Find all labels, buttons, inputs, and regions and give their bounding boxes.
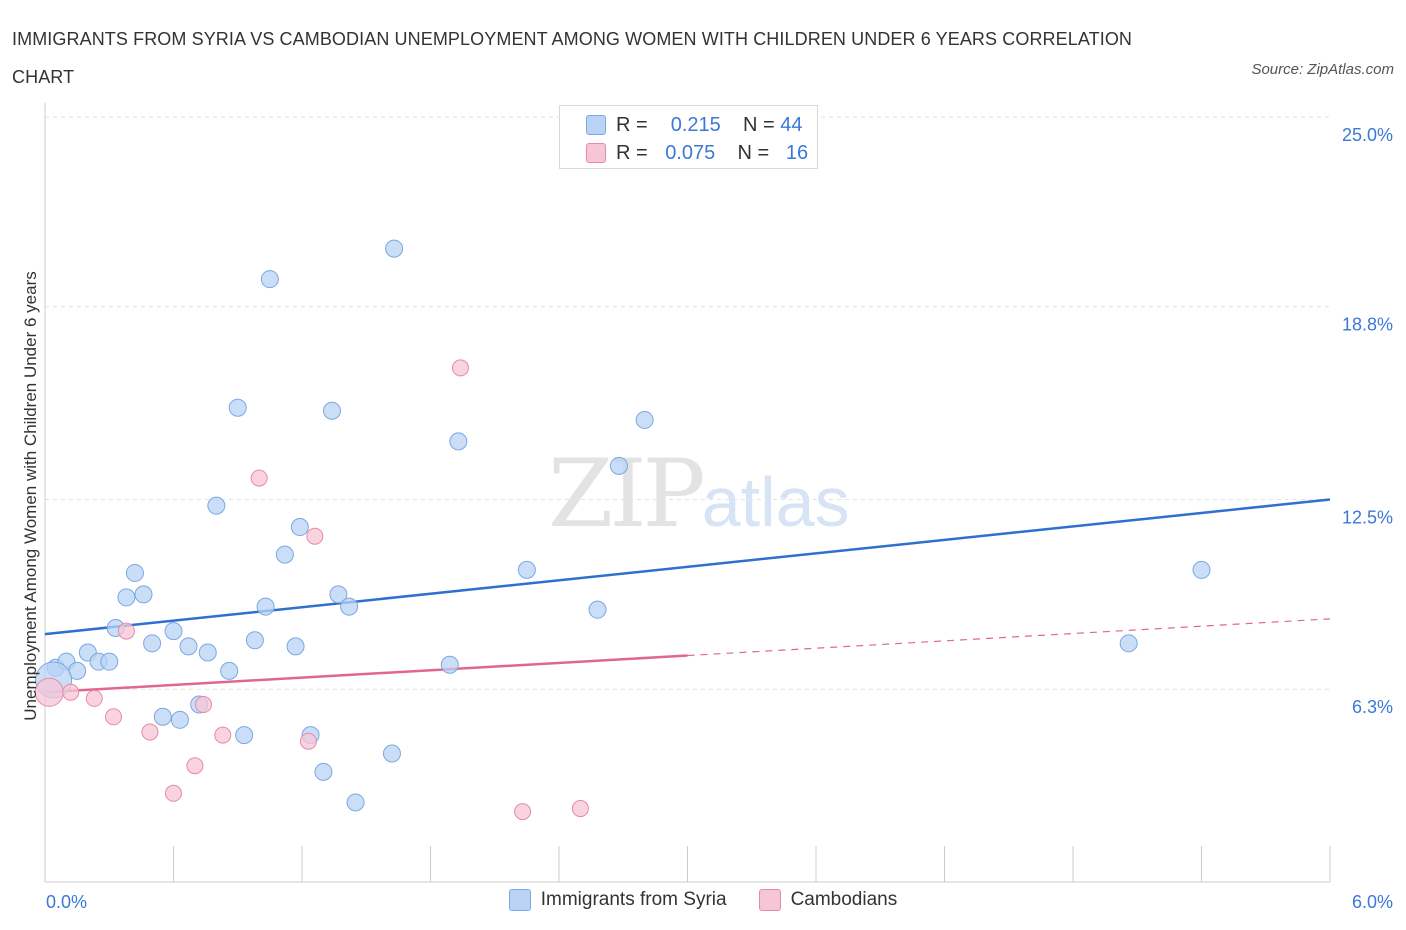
syria-point — [125, 563, 144, 582]
correlation-legend: R = 0.215 N = 44 R = 0.075 N = 16 — [559, 105, 818, 169]
y-tick-label: 12.5% — [1342, 508, 1393, 528]
n-value: 44 — [780, 113, 803, 136]
syria-point — [290, 518, 309, 537]
r-value: 0.075 — [665, 141, 716, 164]
y-tick-label: 25.0% — [1342, 125, 1393, 145]
cambodians-point — [186, 757, 204, 775]
syria-point — [198, 643, 217, 662]
cambodians-trend-extension — [687, 618, 1331, 657]
syria-point — [382, 744, 401, 763]
legend-row-syria: R = 0.215 N = 44 — [586, 113, 803, 137]
cambodians-point — [514, 803, 532, 821]
cambodians-point — [141, 723, 159, 741]
syria-point — [275, 545, 294, 564]
watermark-atlas: atlas — [701, 463, 850, 541]
syria-point — [517, 560, 536, 579]
n-label: N = — [737, 141, 770, 164]
syria-point — [440, 655, 459, 674]
syria-point — [260, 270, 279, 289]
syria-point — [286, 637, 305, 656]
syria-point — [329, 585, 348, 604]
syria-point — [346, 793, 365, 812]
syria-point — [635, 410, 654, 429]
cambodians-point — [571, 800, 589, 818]
axes — [44, 103, 1331, 883]
tick-labels: 6.3% 12.5% 18.8% 25.0% 0.0% 6.0% Unemployment … — [21, 125, 1393, 912]
legend-label-syria: Immigrants from Syria — [540, 889, 727, 910]
n-label: N = — [743, 113, 775, 136]
syria-point — [385, 239, 404, 258]
legend-item-cambodians: Cambodians — [758, 889, 898, 911]
syria-point — [179, 637, 198, 656]
r-label: R = — [616, 141, 648, 164]
cambodians-point — [214, 726, 232, 744]
syria-point — [143, 634, 162, 653]
legend-row-cambodians: R = 0.075 N = 16 — [586, 141, 808, 165]
cambodians-trend-line — [44, 654, 688, 694]
source-note: Source: ZipAtlas.com — [1251, 61, 1394, 78]
chart-title: IMMIGRANTS FROM SYRIA VS CAMBODIAN UNEMP… — [12, 29, 1133, 87]
y-tick-label: 6.3% — [1352, 697, 1393, 717]
legend-label-cambodians: Cambodians — [790, 889, 898, 910]
syria-point — [134, 585, 153, 604]
syria-point — [1119, 634, 1138, 653]
cambodians-point — [85, 689, 103, 707]
cambodians-point — [250, 469, 268, 487]
cambodians-swatch — [758, 889, 781, 911]
syria-point — [170, 710, 189, 729]
cambodians-point — [306, 527, 324, 545]
syria-point — [117, 588, 136, 607]
syria-point — [100, 652, 119, 671]
r-label: R = — [616, 113, 648, 136]
legend-item-syria: Immigrants from Syria — [508, 889, 727, 911]
n-value: 16 — [785, 141, 809, 164]
syria-point — [322, 401, 341, 420]
syria-point — [164, 622, 183, 641]
cambodians-point — [105, 708, 123, 726]
syria-point — [153, 707, 172, 726]
syria-point — [1192, 560, 1211, 579]
syria-point — [588, 600, 607, 619]
syria-point — [235, 726, 254, 745]
cambodians-point — [451, 359, 469, 377]
zipatlas-watermark: ZIPatlas — [548, 440, 850, 549]
syria-point — [340, 597, 359, 616]
data-points — [34, 239, 1211, 821]
x-tick-label: 6.0% — [1352, 892, 1393, 912]
cambodians-point — [299, 732, 317, 750]
syria-point — [220, 661, 239, 680]
r-value: 0.215 — [670, 113, 721, 136]
x-tick-label: 0.0% — [46, 892, 87, 912]
y-tick-label: 18.8% — [1342, 315, 1393, 335]
cambodians-point — [194, 696, 212, 714]
cambodians-point — [62, 683, 80, 701]
syria-point — [449, 432, 468, 451]
watermark-zip: ZIP — [548, 440, 706, 549]
cambodians-point — [165, 784, 182, 802]
syria-point — [256, 597, 275, 616]
syria-point — [314, 762, 333, 781]
series-legend: Immigrants from Syria Cambodians — [0, 889, 1406, 911]
cambodians-point — [117, 622, 135, 640]
syria-swatch — [586, 115, 606, 135]
trend-lines — [44, 498, 1331, 694]
syria-trend-line — [44, 498, 1331, 636]
syria-point — [228, 398, 247, 417]
syria-swatch — [508, 889, 531, 911]
y-axis-label: Unemployment Among Women with Children U… — [21, 271, 40, 720]
syria-point — [207, 496, 226, 515]
syria-point — [245, 631, 264, 650]
syria-point — [609, 456, 628, 475]
cambodians-swatch — [586, 143, 606, 163]
